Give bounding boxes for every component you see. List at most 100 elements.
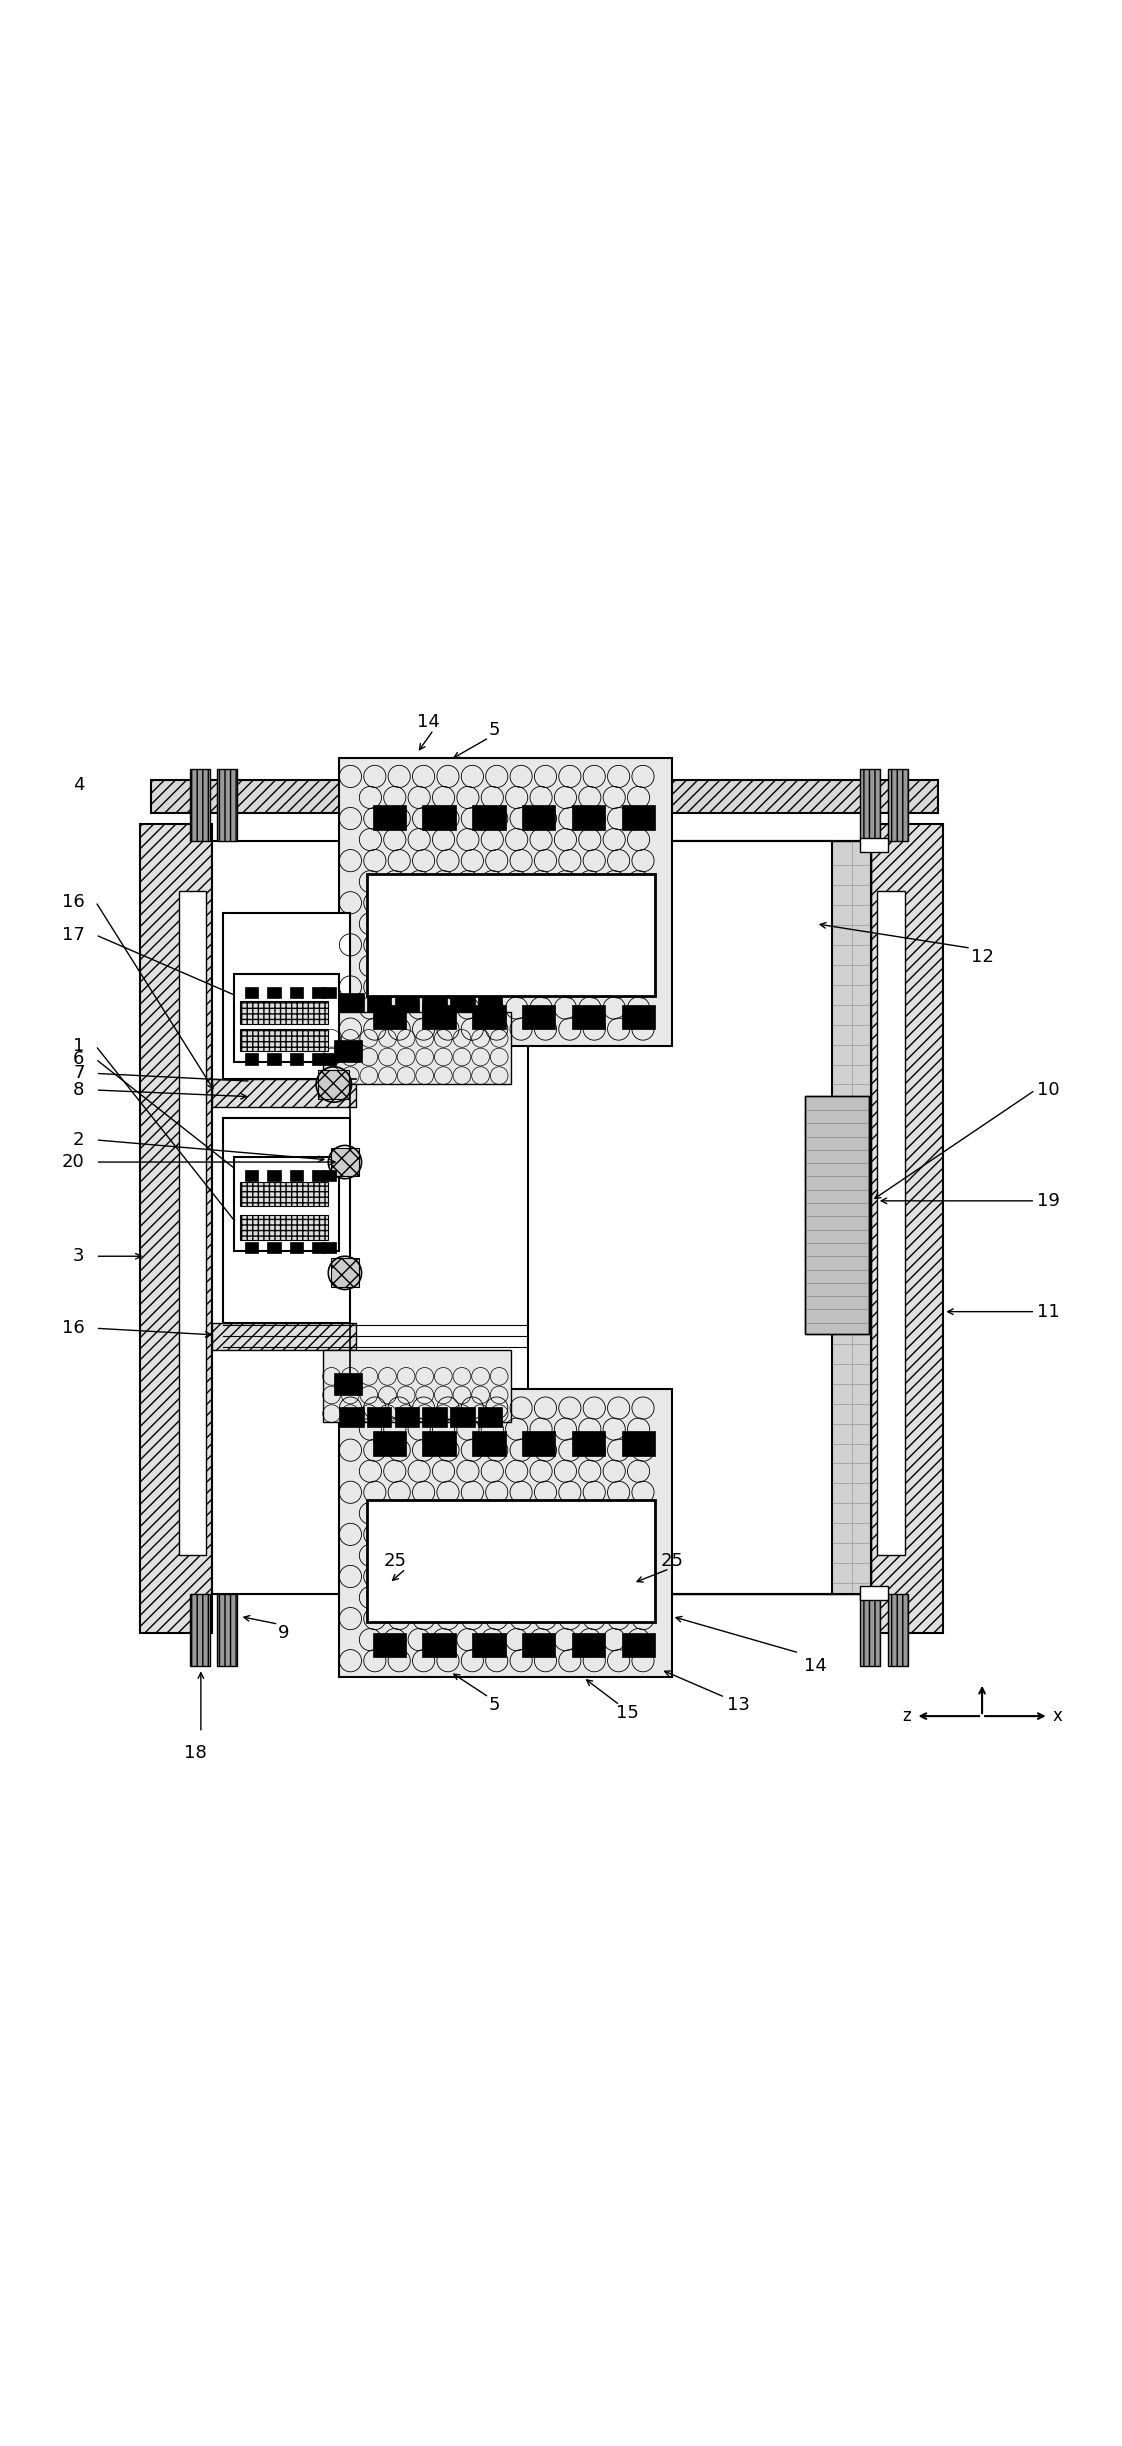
Bar — [212, 841, 833, 1595]
Text: 5: 5 — [489, 1695, 500, 1715]
Bar — [367, 1406, 392, 1426]
Bar — [319, 1069, 349, 1098]
Bar — [234, 974, 339, 1062]
Text: 16: 16 — [62, 1318, 84, 1338]
Text: 2: 2 — [73, 1130, 84, 1150]
Bar — [323, 1054, 337, 1064]
Bar — [323, 1350, 512, 1424]
Bar — [861, 839, 888, 851]
Bar — [267, 1169, 280, 1181]
Bar — [622, 1558, 655, 1583]
Bar — [423, 1406, 447, 1426]
Bar — [334, 1040, 361, 1062]
Bar — [223, 1118, 350, 1323]
Text: x: x — [1052, 1707, 1063, 1724]
Bar — [527, 841, 872, 1595]
Bar — [339, 1389, 672, 1678]
Bar — [622, 1634, 655, 1658]
Text: 12: 12 — [971, 949, 994, 966]
Bar — [212, 1079, 356, 1106]
Bar — [450, 993, 475, 1013]
Bar — [367, 993, 392, 1013]
Bar — [140, 824, 212, 1634]
Text: 14: 14 — [416, 714, 440, 731]
Bar — [331, 1257, 359, 1287]
Bar — [522, 805, 555, 829]
Bar — [872, 824, 944, 1634]
Bar — [395, 1406, 420, 1426]
Text: 15: 15 — [616, 1705, 638, 1722]
Bar — [572, 1634, 606, 1658]
Bar — [804, 1096, 870, 1333]
Bar — [572, 1431, 606, 1455]
Text: 11: 11 — [1038, 1304, 1060, 1321]
Bar — [572, 805, 606, 829]
Bar — [246, 1054, 258, 1064]
Text: 13: 13 — [727, 1695, 749, 1715]
Bar — [212, 1323, 356, 1350]
Bar — [527, 841, 872, 1595]
Bar — [373, 805, 406, 829]
Text: 4: 4 — [73, 775, 84, 795]
Bar — [240, 1000, 329, 1022]
Bar — [246, 1243, 258, 1252]
Bar — [373, 1634, 406, 1658]
Bar — [312, 988, 325, 998]
Bar — [323, 1013, 512, 1084]
Bar — [246, 1169, 258, 1181]
Bar — [323, 988, 337, 998]
Bar — [373, 1005, 406, 1030]
Text: 14: 14 — [804, 1658, 827, 1676]
Bar — [527, 841, 872, 1595]
Bar — [572, 927, 606, 951]
Bar — [622, 927, 655, 951]
Text: 3: 3 — [73, 1247, 84, 1265]
Bar — [367, 1499, 655, 1622]
Bar — [289, 988, 303, 998]
Bar — [267, 988, 280, 998]
Bar — [423, 1431, 456, 1455]
Bar — [522, 1005, 555, 1030]
Text: 6: 6 — [73, 1049, 84, 1069]
Bar — [804, 1096, 870, 1333]
Bar — [289, 1054, 303, 1064]
Bar — [373, 927, 406, 951]
Bar — [572, 1005, 606, 1030]
Bar — [190, 768, 210, 841]
Bar — [367, 1499, 655, 1622]
Bar — [339, 758, 672, 1047]
Text: 5: 5 — [489, 722, 500, 739]
Bar — [622, 1431, 655, 1455]
Bar — [334, 1372, 361, 1394]
Bar — [373, 1431, 406, 1455]
Bar — [423, 1558, 456, 1583]
Bar — [622, 805, 655, 829]
Bar — [373, 1558, 406, 1583]
Bar — [367, 873, 655, 996]
Bar — [622, 1005, 655, 1030]
Bar — [323, 1169, 337, 1181]
Bar — [267, 1054, 280, 1064]
Text: 17: 17 — [62, 927, 84, 944]
Text: 19: 19 — [1038, 1191, 1060, 1211]
Bar — [478, 993, 503, 1013]
Bar — [323, 1243, 337, 1252]
Bar — [472, 1431, 506, 1455]
Bar — [151, 780, 938, 812]
Text: 18: 18 — [184, 1744, 206, 1761]
Text: 7: 7 — [73, 1064, 84, 1084]
Bar — [522, 1558, 555, 1583]
Bar — [267, 1243, 280, 1252]
Bar — [395, 993, 420, 1013]
Text: 16: 16 — [62, 893, 84, 910]
Text: 1: 1 — [73, 1037, 84, 1054]
Bar — [423, 1005, 456, 1030]
Bar — [876, 890, 904, 1556]
Bar — [861, 1595, 880, 1666]
Bar — [423, 993, 447, 1013]
Bar — [888, 768, 908, 841]
Bar — [472, 927, 506, 951]
Bar — [190, 1595, 210, 1666]
Bar — [289, 1243, 303, 1252]
Text: 8: 8 — [73, 1081, 84, 1098]
